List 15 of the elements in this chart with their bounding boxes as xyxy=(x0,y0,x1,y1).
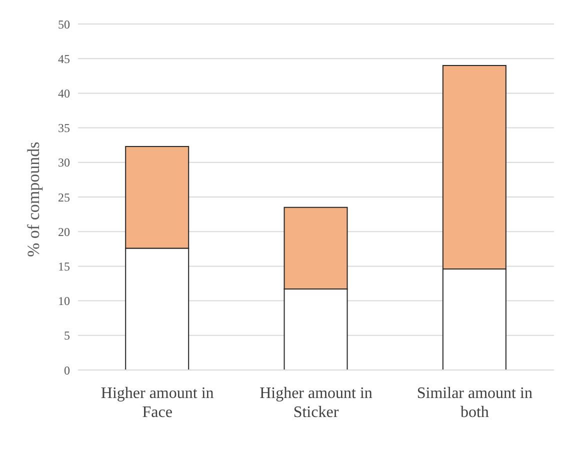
x-tick-label: Higher amount in Face xyxy=(100,385,214,421)
y-tick-label: 30 xyxy=(58,156,70,170)
y-axis-title: % of compounds xyxy=(24,142,44,257)
y-tick-label: 10 xyxy=(58,294,70,308)
y-tick-label: 35 xyxy=(58,121,70,136)
y-tick-label: 5 xyxy=(64,328,70,343)
y-tick-label: 0 xyxy=(64,363,70,378)
x-tick-label: Similar amount in both xyxy=(416,385,532,421)
y-tick-label: 45 xyxy=(58,52,70,66)
y-tick-label: 40 xyxy=(58,86,70,100)
x-tick-label: Higher amount in Sticker xyxy=(260,385,372,421)
y-tick-label: 20 xyxy=(58,224,70,239)
y-tick-label: 50 xyxy=(58,17,70,32)
y-tick-label: 25 xyxy=(58,190,70,204)
y-tick-label: 15 xyxy=(58,259,70,274)
